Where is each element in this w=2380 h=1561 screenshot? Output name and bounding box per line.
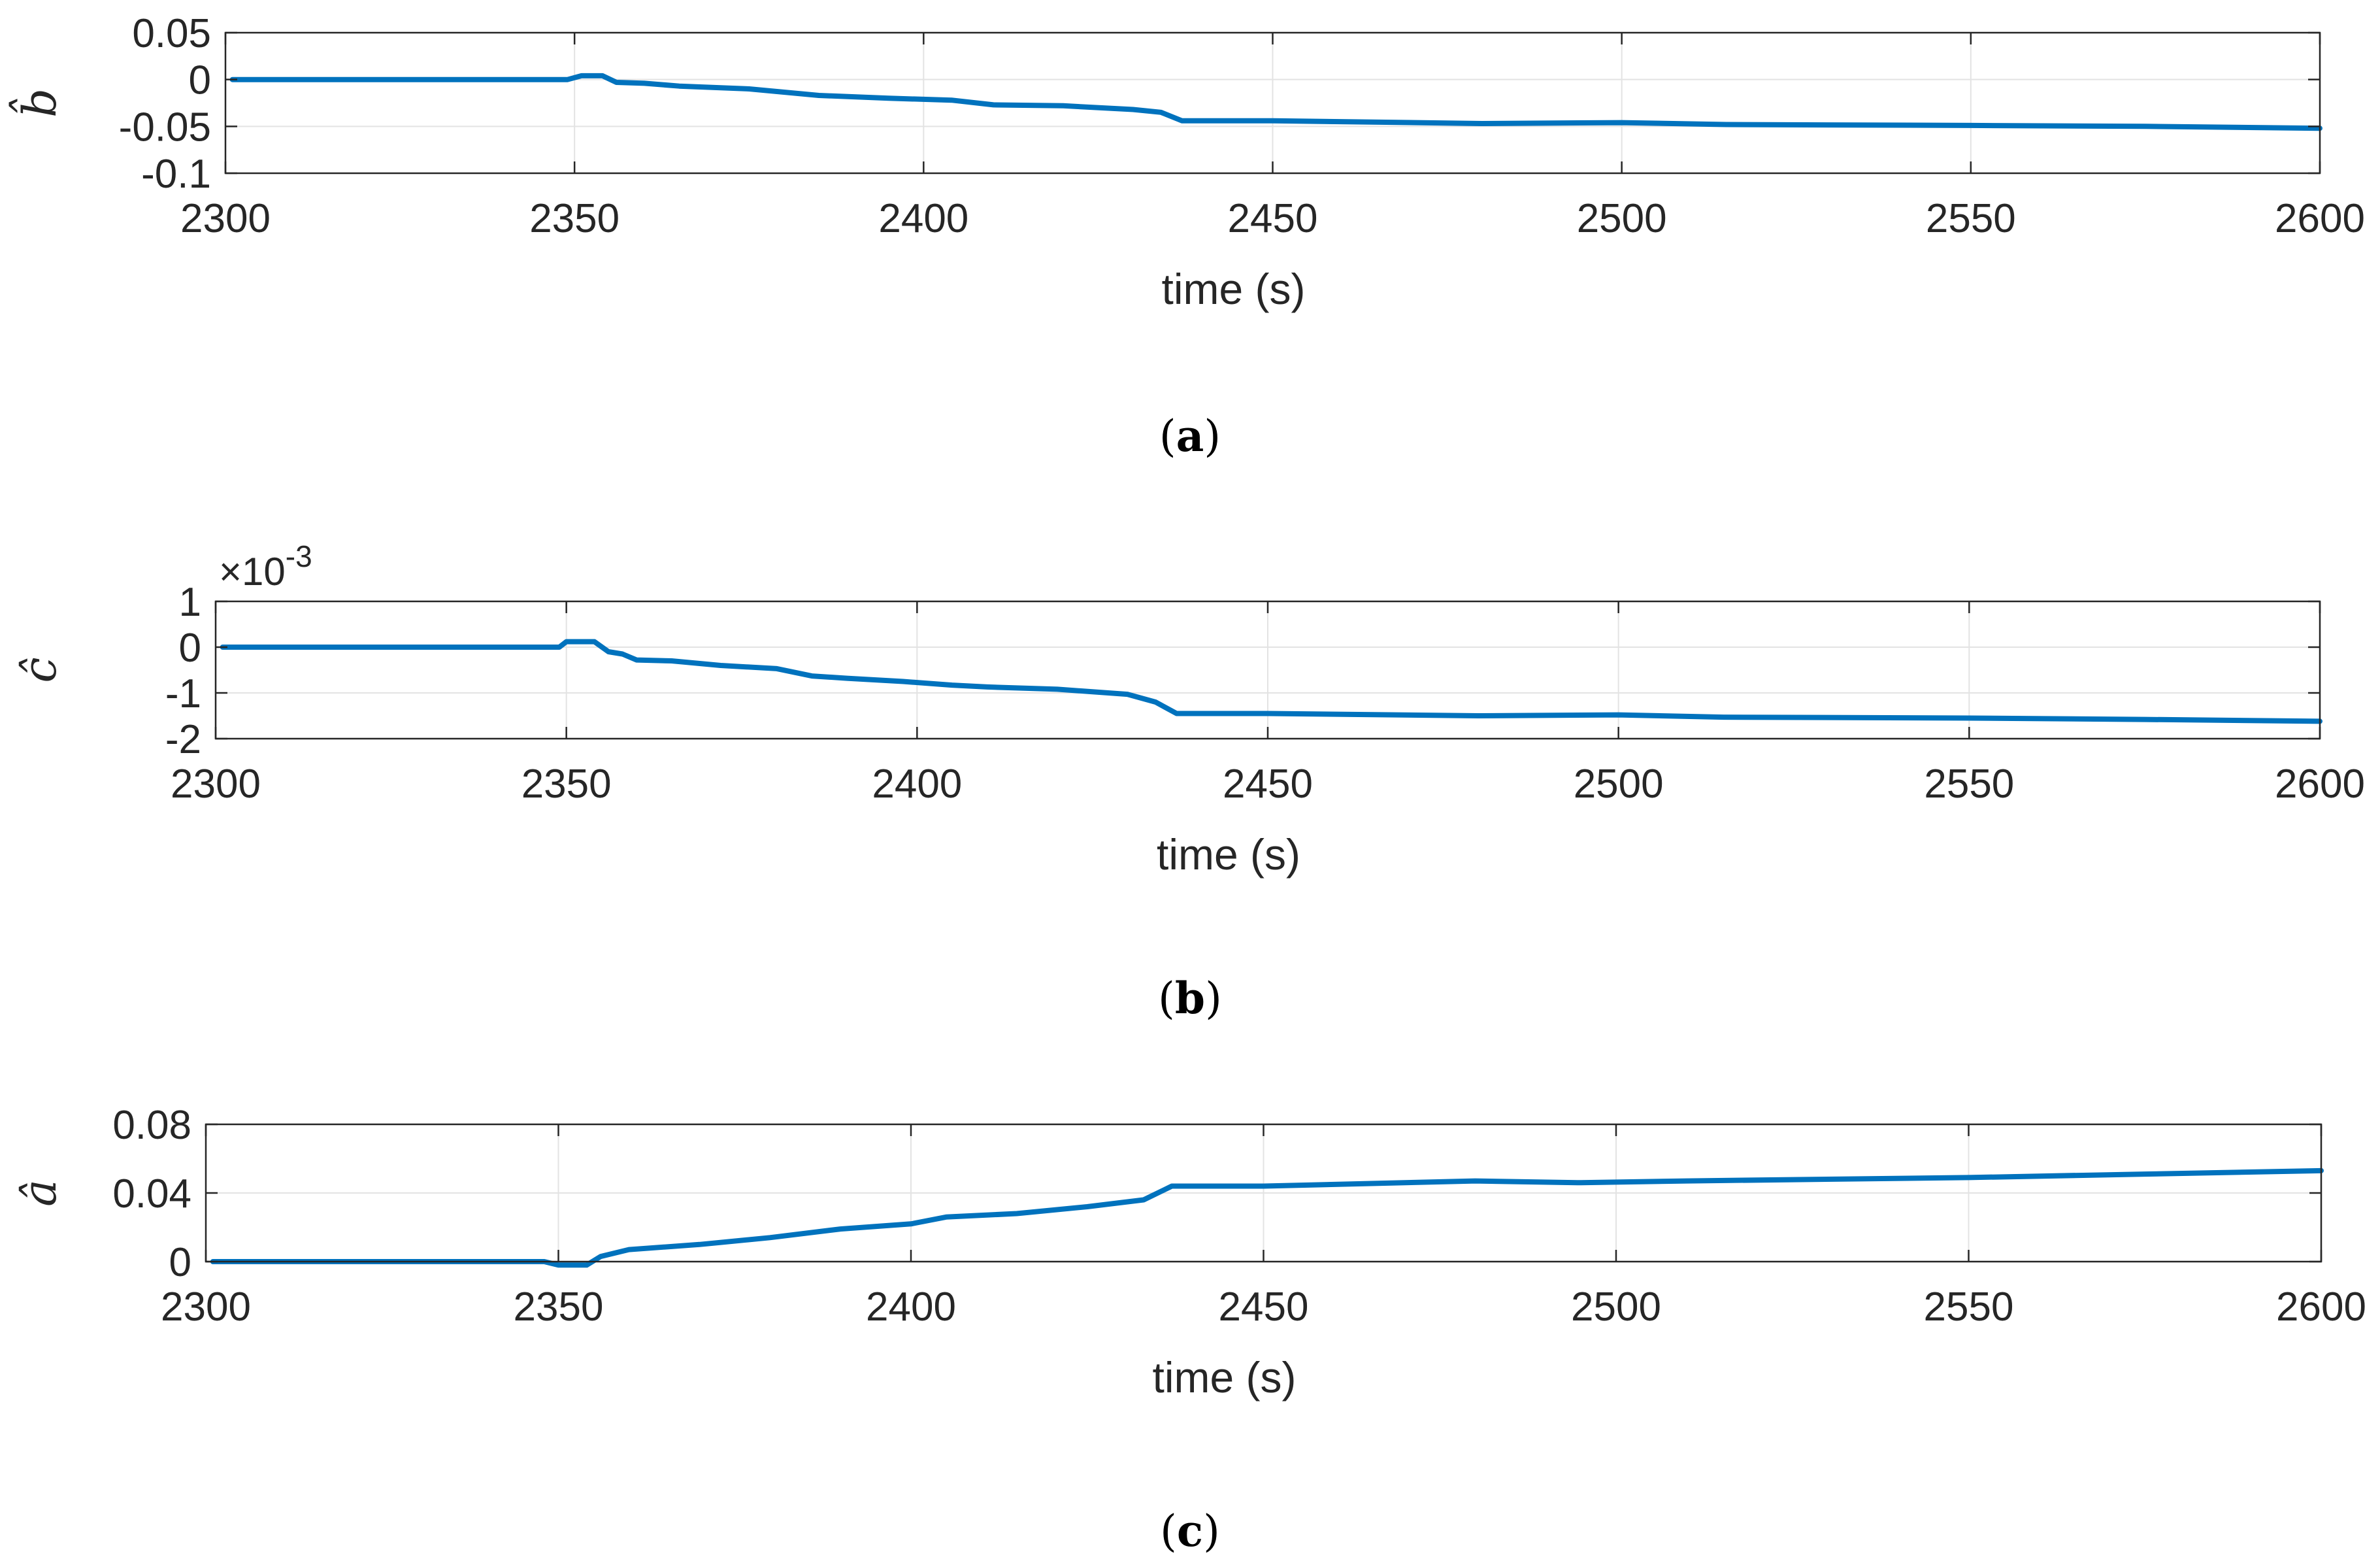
y-tick-label: -2 bbox=[165, 717, 201, 762]
y-tick-label: 0 bbox=[179, 626, 201, 671]
x-tick-label: 2500 bbox=[1577, 196, 1667, 241]
series-line bbox=[220, 639, 2322, 724]
chart-panel-c: 2300 2350 2400 2450 2500 2550 2600 0.08 0.04 0 â ti… bbox=[13, 1103, 2366, 1556]
panel-label: (a) bbox=[1159, 411, 1221, 462]
y-tick-label: 1 bbox=[179, 580, 201, 625]
x-tick-label: 2450 bbox=[1223, 762, 1313, 807]
x-tick-label: 2600 bbox=[2275, 762, 2365, 807]
series-line bbox=[229, 73, 2322, 131]
x-tick-label: 2400 bbox=[878, 196, 968, 241]
x-tick-label: 2400 bbox=[872, 762, 962, 807]
panel-label: (c) bbox=[1160, 1505, 1220, 1556]
x-axis-label: time (s) bbox=[1157, 830, 1300, 879]
axis-exponent-label: ×10-3 bbox=[219, 539, 312, 594]
x-tick-label: 2450 bbox=[1219, 1284, 1309, 1330]
y-tick-label: -0.1 bbox=[141, 152, 211, 197]
y-axis-label: â bbox=[13, 1179, 67, 1207]
y-axis-label: b̂ bbox=[9, 88, 67, 118]
x-tick-label: 2350 bbox=[529, 196, 620, 241]
x-tick-label: 2550 bbox=[1924, 1284, 2014, 1330]
x-tick-label: 2300 bbox=[180, 196, 271, 241]
x-tick-label: 2300 bbox=[161, 1284, 251, 1330]
x-tick-label: 2450 bbox=[1228, 196, 1318, 241]
panel-label: (b) bbox=[1158, 973, 1222, 1024]
x-axis-label: time (s) bbox=[1153, 1353, 1297, 1402]
x-tick-label: 2500 bbox=[1574, 762, 1664, 807]
y-tick-label: 0.08 bbox=[112, 1103, 191, 1148]
x-tick-label: 2550 bbox=[1924, 762, 2014, 807]
y-tick-label: 0 bbox=[189, 58, 211, 103]
y-tick-label: 0.04 bbox=[112, 1171, 191, 1217]
x-tick-label: 2500 bbox=[1571, 1284, 1661, 1330]
y-tick-label: 0 bbox=[169, 1240, 191, 1285]
x-tick-label: 2300 bbox=[171, 762, 261, 807]
x-tick-label: 2400 bbox=[866, 1284, 956, 1330]
x-tick-label: 2350 bbox=[521, 762, 612, 807]
y-axis-label: ĉ bbox=[13, 657, 67, 682]
x-tick-label: 2550 bbox=[1926, 196, 2016, 241]
chart-panel-b: 2300 2350 2400 2450 2500 2550 2600 10-1-2 ×10-3 ĉ… bbox=[13, 539, 2365, 1024]
x-tick-label: 2350 bbox=[514, 1284, 604, 1330]
y-tick-label: -1 bbox=[165, 671, 201, 716]
y-tick-label: 0.05 bbox=[132, 11, 211, 56]
x-tick-label: 2600 bbox=[2276, 1284, 2366, 1330]
y-tick-label: -0.05 bbox=[119, 105, 211, 150]
x-axis-label: time (s) bbox=[1162, 265, 1306, 313]
series-line bbox=[210, 1167, 2324, 1268]
chart-panel-a: 2300 2350 2400 2450 2500 2550 2600 0.050-0.05-0… bbox=[9, 11, 2365, 462]
x-tick-label: 2600 bbox=[2275, 196, 2365, 241]
